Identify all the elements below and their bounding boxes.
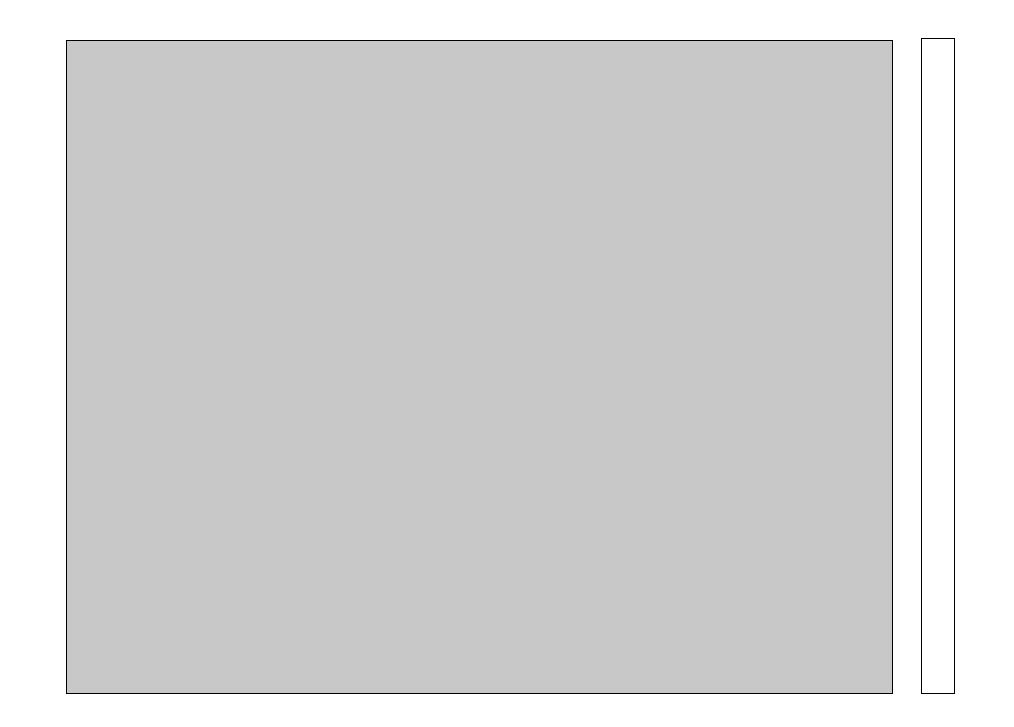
- map-plot-area[interactable]: [66, 40, 893, 694]
- colorbar-gradient: [922, 39, 954, 693]
- coastline-overlay: [66, 40, 893, 694]
- colorbar: [921, 38, 955, 694]
